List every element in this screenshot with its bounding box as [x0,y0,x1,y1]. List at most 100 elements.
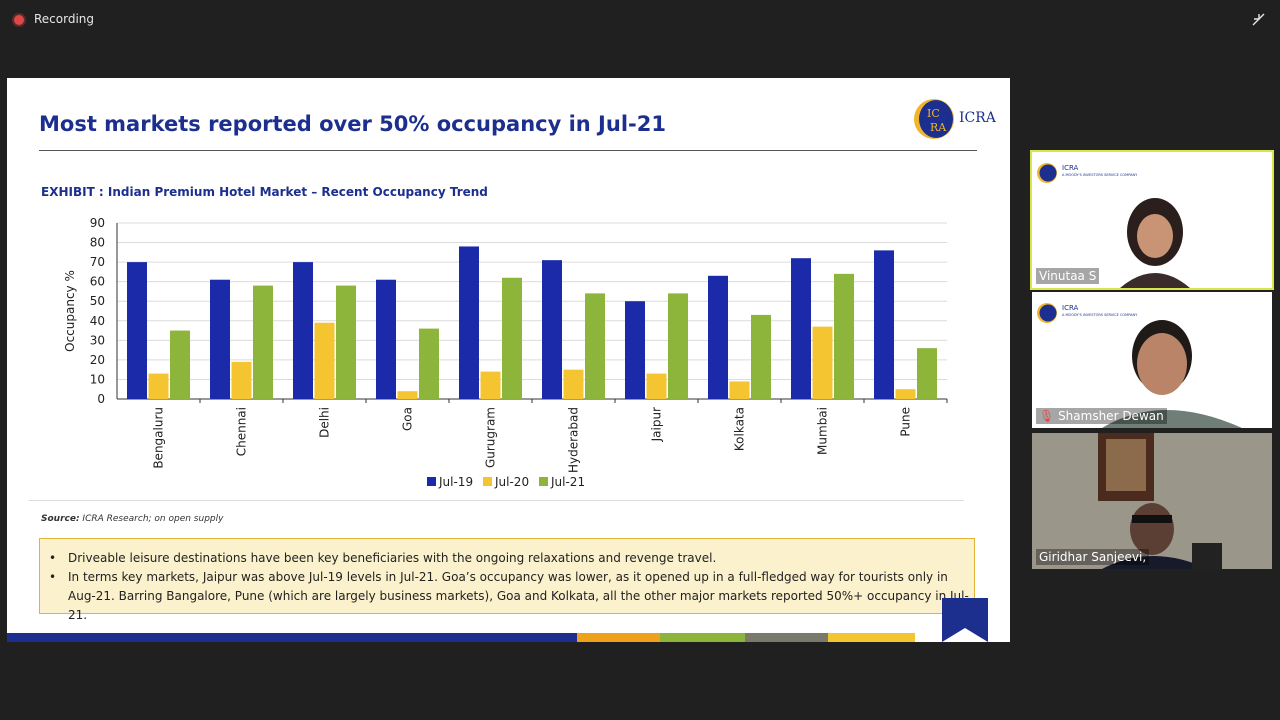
tile-logo-text: ICRA [1062,164,1079,172]
participant-name: Shamsher Dewan [1058,409,1164,423]
bar-jul-21 [336,285,356,399]
shared-slide: Most markets reported over 50% occupancy… [7,78,1010,642]
x-tick-label: Chennai [235,407,249,456]
bar-jul-19 [708,275,728,399]
bar-jul-21 [170,330,190,399]
x-tick-label: Bengaluru [152,407,166,469]
bar-jul-21 [502,277,522,399]
y-tick-label: 10 [90,372,105,386]
svg-text:IC: IC [927,107,940,120]
participant-video [1120,198,1190,288]
recording-icon [14,15,24,25]
legend-label: Jul-20 [494,475,529,489]
footer-segment [828,633,915,642]
bar-jul-20 [895,389,916,399]
note-item: Driveable leisure destinations have been… [40,549,974,568]
legend-label: Jul-19 [438,475,473,489]
x-tick-label: Delhi [318,407,332,438]
bar-jul-19 [459,246,479,399]
bar-jul-19 [542,260,562,399]
participant-video [1032,433,1272,569]
participant-tile[interactable]: ICRA A MOODY'S INVESTORS SERVICE COMPANY… [1030,150,1274,290]
footer-segment [745,633,828,642]
x-tick-label: Kolkata [733,407,747,451]
participant-name: Giridhar Sanjeevi, [1036,549,1150,565]
legend-swatch [427,477,436,486]
legend-label: Jul-21 [550,475,585,489]
recording-label: Recording [34,12,95,26]
x-tick-label: Pune [899,407,913,437]
bar-jul-21 [253,285,273,399]
exit-fullscreen-icon[interactable] [1250,10,1268,28]
exhibit-title: EXHIBIT : Indian Premium Hotel Market – … [41,185,488,199]
participant-video [1102,320,1242,428]
key-notes-box: Driveable leisure destinations have been… [39,538,975,622]
icra-logo: IC RA ICRA [913,98,1003,140]
slide-title: Most markets reported over 50% occupancy… [39,112,666,136]
logo-text: ICRA [959,110,996,126]
y-tick-label: 30 [90,333,105,347]
footer-segment [7,633,577,642]
participant-tile[interactable]: Giridhar Sanjeevi, [1032,433,1272,569]
bar-jul-20 [563,369,584,399]
bar-jul-20 [646,373,667,399]
bar-jul-20 [397,391,418,399]
tile-logo-subtext: A MOODY'S INVESTORS SERVICE COMPANY [1062,173,1138,177]
y-tick-label: 0 [97,392,105,406]
bar-jul-19 [127,262,147,399]
x-tick-label: Gurugram [484,407,498,468]
bar-jul-20 [729,381,750,399]
y-tick-label: 60 [90,275,105,289]
y-axis-label: Occupancy % [63,270,77,352]
bar-jul-19 [625,301,645,399]
participant-name: Vinutaa S [1036,268,1100,284]
participant-tile[interactable]: ICRA A MOODY'S INVESTORS SERVICE COMPANY… [1032,292,1272,428]
bar-jul-20 [148,373,169,399]
x-tick-label: Hyderabad [567,407,581,473]
source-label: Source: [41,514,80,524]
tile-icra-logo: ICRA A MOODY'S INVESTORS SERVICE COMPANY [1036,302,1137,330]
bar-jul-20 [812,326,833,399]
icra-emblem-icon [1037,163,1057,183]
mic-muted-icon: 🎙︎ [1039,409,1055,423]
legend-swatch [483,477,492,486]
title-divider [39,150,977,151]
bar-jul-20 [480,371,501,399]
x-tick-label: Mumbai [816,407,830,455]
bar-jul-21 [834,273,854,399]
tile-icra-logo: ICRA A MOODY'S INVESTORS SERVICE COMPANY [1036,162,1137,190]
bar-jul-19 [874,250,894,399]
icra-emblem-icon: IC RA [914,99,954,139]
source-text: ICRA Research; on open supply [79,514,224,524]
bar-jul-21 [585,293,605,399]
footer-segment [660,633,745,642]
y-tick-label: 80 [90,236,105,250]
bar-jul-19 [293,262,313,399]
chart-divider [29,500,964,501]
y-tick-label: 90 [90,216,105,230]
x-tick-label: Jaipur [650,407,664,442]
y-tick-label: 50 [90,294,105,308]
tile-logo-text: ICRA [1062,304,1079,312]
bar-jul-21 [668,293,688,399]
note-item: In terms key markets, Jaipur was above J… [40,568,974,625]
bar-jul-20 [231,361,252,399]
bar-jul-21 [917,348,937,399]
bar-jul-19 [376,279,396,399]
tile-logo-subtext: A MOODY'S INVESTORS SERVICE COMPANY [1062,313,1138,317]
y-tick-label: 70 [90,255,105,269]
x-tick-label: Goa [401,407,415,431]
bar-jul-20 [314,322,335,399]
bar-jul-21 [751,314,771,399]
bar-jul-19 [791,258,811,399]
source-note: Source: ICRA Research; on open supply [41,514,223,524]
page-corner-icon [942,628,988,642]
slide-corner-tag [942,598,988,642]
meeting-top-bar: Recording [0,0,1280,40]
legend-swatch [539,477,548,486]
footer-segment [577,633,660,642]
y-tick-label: 40 [90,314,105,328]
svg-text:RA: RA [930,121,947,134]
participant-name-label: 🎙︎ Shamsher Dewan [1036,408,1167,424]
occupancy-bar-chart: 0 10 20 30 40 50 60 70 80 90 Occupancy % Bengaluru C… [63,216,948,489]
